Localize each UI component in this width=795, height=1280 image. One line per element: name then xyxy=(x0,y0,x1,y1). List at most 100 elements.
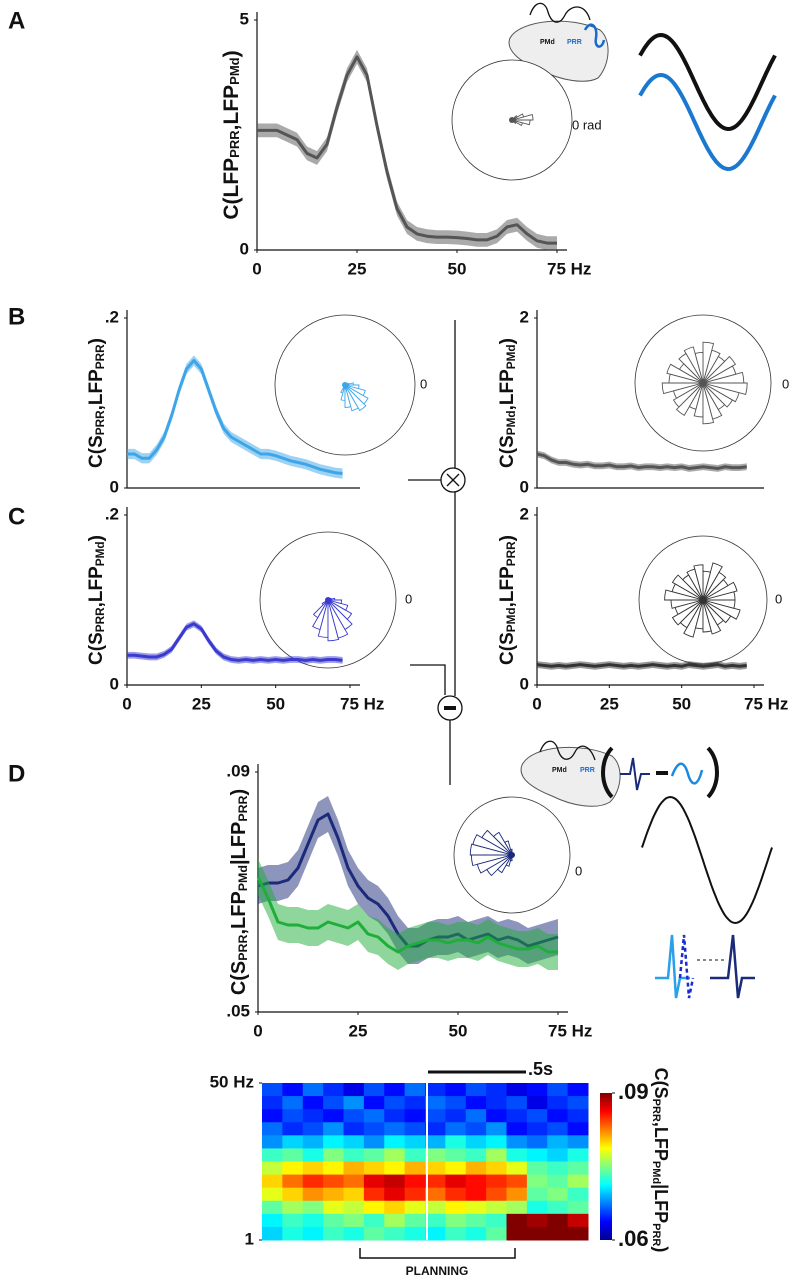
heat-cell xyxy=(282,1174,304,1189)
axis-title-part: ) xyxy=(86,338,107,344)
heat-cell xyxy=(445,1200,467,1215)
heat-cell xyxy=(384,1135,406,1149)
heat-cell xyxy=(445,1148,467,1162)
heat-cell xyxy=(506,1213,528,1228)
x-tick-label: 0 xyxy=(122,694,131,713)
heat-cell xyxy=(302,1109,324,1123)
heat-cell xyxy=(323,1096,344,1110)
y-tick-label: .05 xyxy=(226,1001,250,1020)
heat-cell xyxy=(262,1161,283,1176)
heat-cell xyxy=(302,1148,324,1162)
heat-cell xyxy=(302,1187,324,1202)
heat-cell xyxy=(486,1122,507,1136)
heat-cell xyxy=(282,1226,304,1241)
polar-bin xyxy=(344,384,367,412)
heat-cell xyxy=(526,1187,548,1202)
heat-cell xyxy=(262,1122,283,1136)
y-tick-label: 0 xyxy=(110,477,119,496)
heat-cell xyxy=(526,1083,548,1097)
polar-bin xyxy=(327,599,353,631)
heat-cell xyxy=(567,1213,589,1228)
heat-cell xyxy=(384,1200,406,1215)
heat-cell xyxy=(567,1096,589,1110)
heat-cell xyxy=(445,1122,467,1136)
polar-label: 0 xyxy=(782,376,789,391)
heat-cell xyxy=(445,1174,467,1189)
axis-title-part: C(S xyxy=(86,632,107,665)
heat-cell xyxy=(506,1135,528,1149)
heat-cell xyxy=(384,1122,406,1136)
colorbar-title-part: ) xyxy=(651,1246,671,1252)
polar-bin xyxy=(683,599,704,638)
heat-cell xyxy=(302,1174,324,1189)
heat-cell xyxy=(547,1148,569,1162)
heat-cell xyxy=(384,1187,406,1202)
heat-cell xyxy=(323,1148,344,1162)
heat-cell xyxy=(486,1148,507,1162)
panel-letter: A xyxy=(8,7,25,34)
y-tick-label: 2 xyxy=(520,307,529,326)
heat-cell xyxy=(363,1200,385,1215)
heat-cell xyxy=(262,1109,283,1123)
heat-cell xyxy=(445,1135,467,1149)
x-tick-label: 50 xyxy=(672,694,691,713)
polar-bin xyxy=(344,384,360,390)
x-tick-label: 50 xyxy=(448,259,467,278)
line xyxy=(536,452,747,470)
heat-cell xyxy=(282,1135,304,1149)
heat-cell xyxy=(282,1109,304,1123)
waveforms xyxy=(655,934,755,999)
polar-bin xyxy=(702,382,748,395)
polar-bin xyxy=(469,843,513,856)
polar-center xyxy=(342,382,348,388)
wave xyxy=(641,795,773,925)
x-tick-label: 25 xyxy=(348,259,367,278)
heat-cell xyxy=(343,1187,365,1202)
heat-cell xyxy=(323,1213,344,1228)
heat-cell xyxy=(486,1187,507,1202)
axis-title-part: ,LFP xyxy=(497,369,518,410)
polar-bin xyxy=(327,599,353,620)
polar-label: 0 rad xyxy=(572,117,602,132)
colorbar-title: C(SPRR,LFPPMd|LFPPRR) xyxy=(650,1068,671,1253)
heat-cell xyxy=(302,1161,324,1176)
line xyxy=(536,663,747,668)
line xyxy=(127,622,343,662)
heat-cell xyxy=(302,1122,324,1136)
wave xyxy=(638,72,777,172)
heat-cell xyxy=(526,1122,548,1136)
heat-cell xyxy=(343,1096,365,1110)
x-tick-label: 75 Hz xyxy=(744,694,788,713)
x-tick-label: 50 xyxy=(266,694,285,713)
heat-cell xyxy=(506,1226,528,1241)
heat-cell xyxy=(363,1096,385,1110)
axis-title-part: ,LFP xyxy=(497,566,518,607)
x-tick-label: 75 Hz xyxy=(340,694,384,713)
panel-letter: C xyxy=(8,503,25,530)
heat-cell xyxy=(302,1213,324,1228)
polar-center xyxy=(509,117,515,123)
y-tick-label: .09 xyxy=(226,761,250,780)
heat-cell xyxy=(547,1122,569,1136)
heat-cell xyxy=(262,1213,283,1228)
heat-cell xyxy=(425,1213,446,1228)
heat-cell xyxy=(404,1122,426,1136)
axis-title-part: ) xyxy=(497,338,518,344)
y-tick-label: 1 xyxy=(245,1229,254,1248)
heat-cell xyxy=(404,1226,426,1241)
heat-cell xyxy=(302,1083,324,1097)
heat-cell xyxy=(547,1161,569,1176)
heat-cell xyxy=(486,1109,507,1123)
polar-label: 0 xyxy=(775,591,782,606)
brain-d: PMd PRR xyxy=(520,740,719,807)
x-tick-label: 50 xyxy=(449,1021,468,1040)
heat-cell xyxy=(567,1161,589,1176)
heat-cell xyxy=(567,1187,589,1202)
polar-bin xyxy=(678,352,704,384)
heat-cell xyxy=(445,1161,467,1176)
heat-cell xyxy=(425,1148,446,1162)
heat-cell xyxy=(506,1200,528,1215)
polar-center xyxy=(509,852,515,858)
axis-title-part: C(S xyxy=(86,435,107,468)
heat-cell xyxy=(343,1109,365,1123)
